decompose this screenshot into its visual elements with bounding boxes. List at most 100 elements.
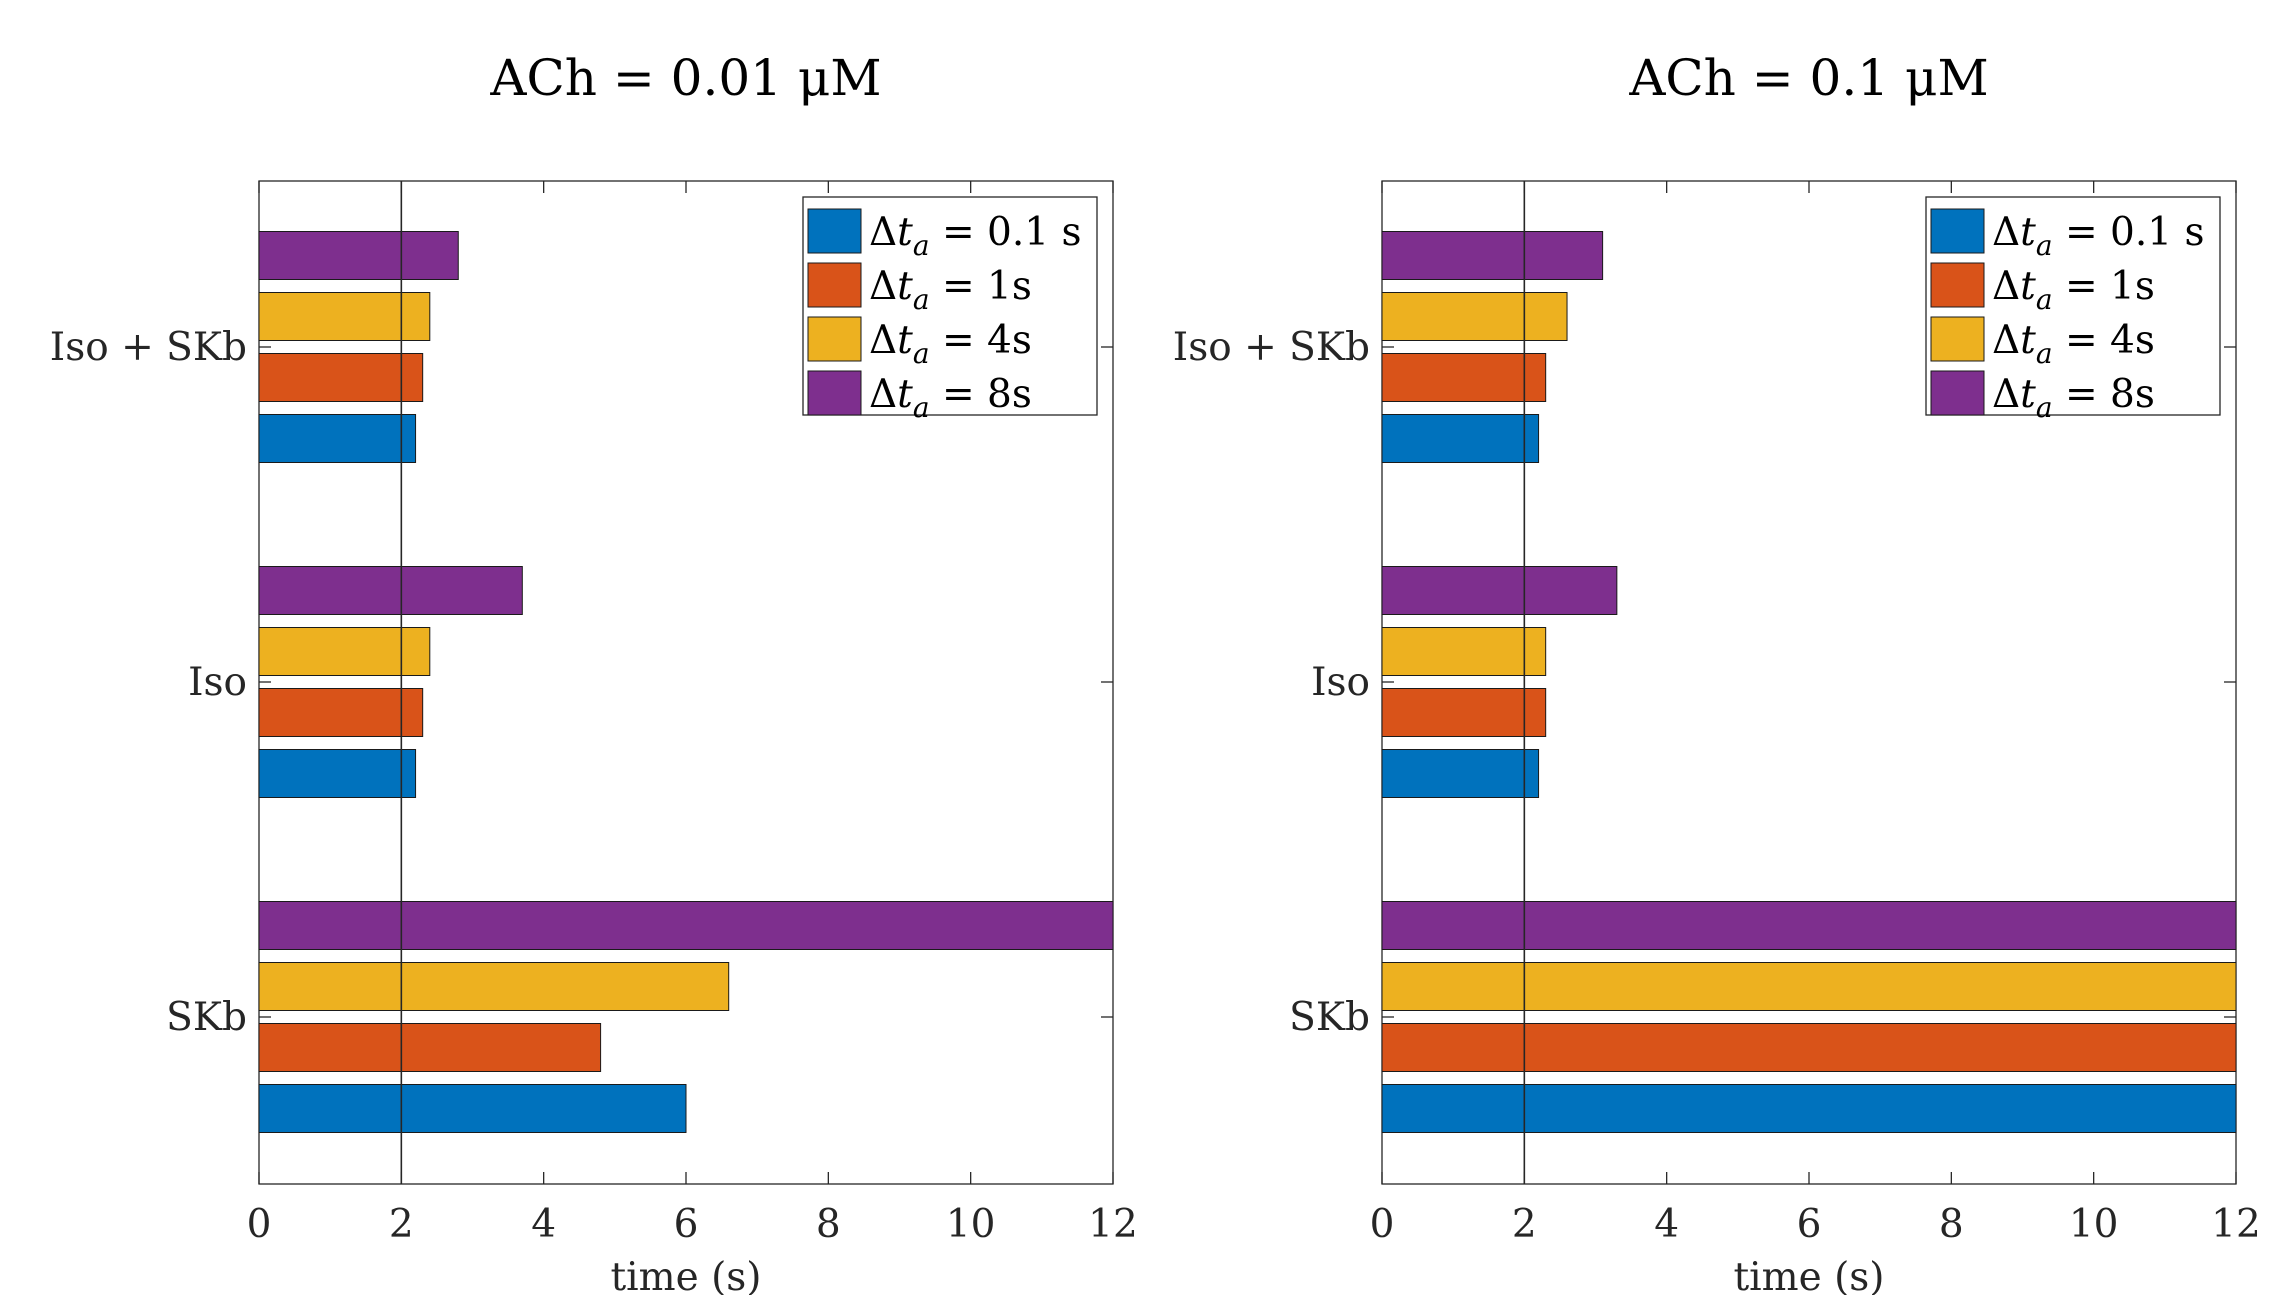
bar-iso-series-2 (1381, 688, 1547, 737)
bar-skb-series-1 (258, 1084, 687, 1133)
x-tick-label: 12 (2211, 1202, 2261, 1247)
legend-t: t (897, 264, 913, 309)
legend-t: t (2020, 318, 2036, 363)
x-tick-label: 10 (2069, 1202, 2119, 1247)
x-tick-label: 12 (1088, 1202, 1138, 1247)
legend-value: = 4s (2053, 318, 2155, 363)
legend-t: t (897, 372, 913, 417)
x-tick-label: 4 (531, 1202, 556, 1247)
bar-skb-series-3 (258, 962, 730, 1011)
y-tick-label: Iso + SKb (1173, 325, 1370, 370)
legend-swatch (1930, 316, 1985, 362)
x-tick-label: 0 (1370, 1202, 1395, 1247)
x-tick-label: 8 (816, 1202, 841, 1247)
y-tick-label: Iso + SKb (50, 325, 247, 370)
legend-t: t (2020, 264, 2036, 309)
legend-value: = 8s (930, 372, 1032, 417)
legend-delta: Δ (869, 264, 897, 309)
y-tick-label: Iso (188, 660, 247, 705)
legend-swatch (807, 316, 862, 362)
legend-subscript: a (913, 229, 930, 262)
legend-delta: Δ (1992, 372, 2020, 417)
chart-panel-2: ACh = 0.1 μM Iso + SKb Iso SKb 0 2 4 6 8 10 12 time… (1173, 49, 2261, 1295)
chart-title: ACh = 0.01 μM (489, 49, 881, 107)
legend-t: t (897, 210, 913, 255)
bar-iso-series-3 (258, 627, 431, 676)
bar-iso-series-2 (258, 688, 424, 737)
x-tick-label: 8 (1939, 1202, 1964, 1247)
bar-iso-skb-series-1 (1381, 414, 1540, 463)
legend-value: = 8s (2053, 372, 2155, 417)
legend-label: Δta = 0.1 s (869, 210, 1081, 262)
legend-swatch (807, 370, 862, 416)
legend-label: Δta = 8s (869, 372, 1032, 424)
bar-iso-skb-series-3 (258, 292, 431, 341)
bar-iso-series-3 (1381, 627, 1547, 676)
legend-subscript: a (2036, 337, 2053, 370)
legend-delta: Δ (1992, 210, 2020, 255)
legend-subscript: a (913, 391, 930, 424)
bar-iso-series-4 (258, 566, 523, 615)
legend-label: Δta = 1s (869, 264, 1032, 316)
legend-value: = 1s (2053, 264, 2155, 309)
legend-t: t (897, 318, 913, 363)
y-tick-label: SKb (1289, 995, 1370, 1040)
x-tick-label: 2 (389, 1202, 414, 1247)
bar-skb-series-2 (1381, 1023, 2237, 1072)
legend-delta: Δ (869, 372, 897, 417)
y-tick-label: Iso (1311, 660, 1370, 705)
legend-value: = 0.1 s (930, 210, 1082, 255)
legend-subscript: a (2036, 391, 2053, 424)
legend-delta: Δ (869, 210, 897, 255)
y-tick-label: SKb (166, 995, 247, 1040)
legend-swatch (1930, 208, 1985, 254)
legend-label: Δta = 0.1 s (1992, 210, 2204, 262)
bar-iso-skb-series-2 (1381, 353, 1547, 402)
legend-swatch (807, 262, 862, 308)
x-tick-label: 4 (1654, 1202, 1679, 1247)
legend-delta: Δ (1992, 264, 2020, 309)
bar-iso-series-4 (1381, 566, 1618, 615)
legend-value: = 0.1 s (2053, 210, 2205, 255)
legend-delta: Δ (869, 318, 897, 363)
bar-skb-series-4 (258, 901, 1114, 950)
bar-iso-series-1 (1381, 749, 1540, 798)
bar-iso-skb-series-4 (258, 231, 459, 280)
legend-value: = 4s (930, 318, 1032, 363)
legend-swatch (1930, 262, 1985, 308)
chart-panel-1: ACh = 0.01 μM Iso + SKb Iso SKb 0 2 4 6 8 10 12 tim… (50, 49, 1138, 1295)
x-axis-label: time (s) (610, 1255, 761, 1295)
legend-subscript: a (2036, 229, 2053, 262)
bar-skb-series-3 (1381, 962, 2237, 1011)
legend-label: Δta = 4s (1992, 318, 2155, 370)
bar-iso-series-1 (258, 749, 417, 798)
bar-skb-series-1 (1381, 1084, 2237, 1133)
chart-title: ACh = 0.1 μM (1628, 49, 1988, 107)
legend-label: Δta = 1s (1992, 264, 2155, 316)
legend-swatch (807, 208, 862, 254)
bar-iso-skb-series-4 (1381, 231, 1604, 280)
x-tick-label: 6 (1797, 1202, 1822, 1247)
legend-value: = 1s (930, 264, 1032, 309)
x-tick-label: 6 (674, 1202, 699, 1247)
legend-t: t (2020, 210, 2036, 255)
legend-label: Δta = 8s (1992, 372, 2155, 424)
legend-delta: Δ (1992, 318, 2020, 363)
bar-skb-series-4 (1381, 901, 2237, 950)
legend-subscript: a (913, 337, 930, 370)
x-axis-label: time (s) (1733, 1255, 1884, 1295)
legend-t: t (2020, 372, 2036, 417)
legend-label: Δta = 4s (869, 318, 1032, 370)
x-tick-label: 2 (1512, 1202, 1537, 1247)
bar-iso-skb-series-2 (258, 353, 424, 402)
x-tick-label: 10 (946, 1202, 996, 1247)
bar-skb-series-2 (258, 1023, 602, 1072)
bar-iso-skb-series-3 (1381, 292, 1568, 341)
bar-iso-skb-series-1 (258, 414, 417, 463)
legend-swatch (1930, 370, 1985, 416)
legend-subscript: a (2036, 283, 2053, 316)
x-tick-label: 0 (247, 1202, 272, 1247)
